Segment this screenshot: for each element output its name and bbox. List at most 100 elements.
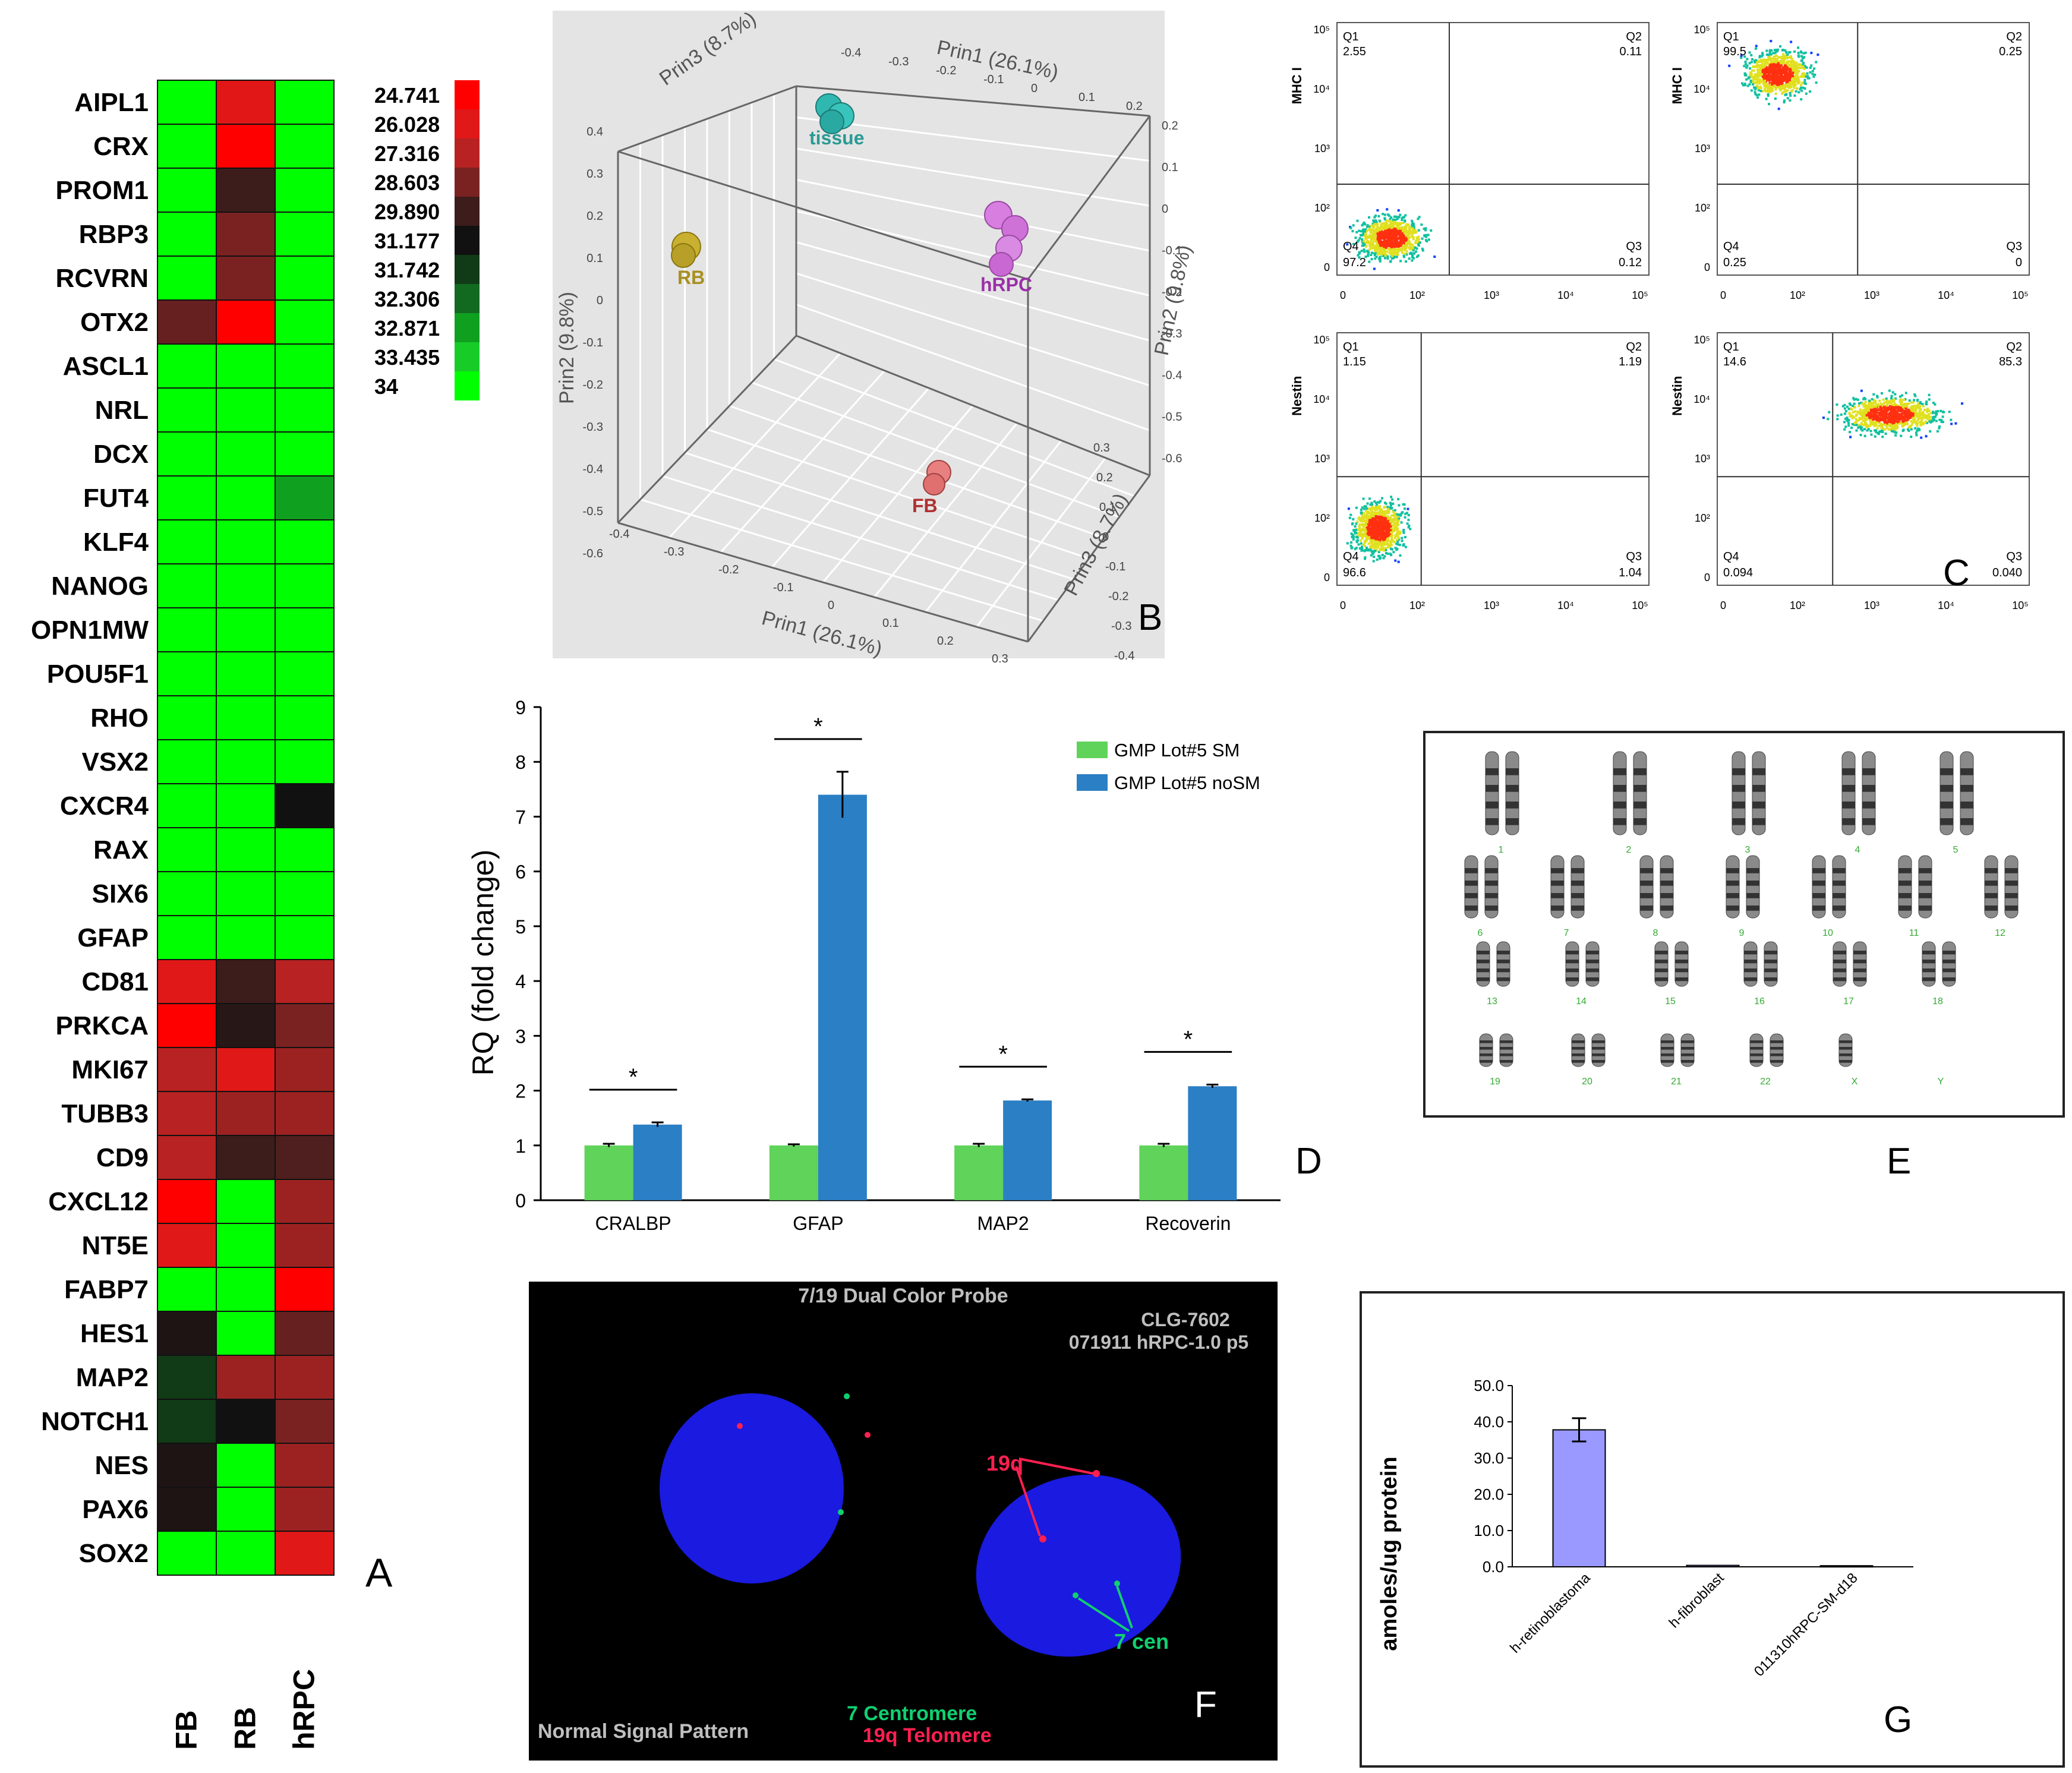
chromosome-band: [1770, 1047, 1783, 1050]
flow-event-dot: [1370, 258, 1373, 261]
flow-event-dot: [1421, 247, 1424, 250]
flow-event-dot: [1379, 220, 1382, 223]
pca-tick-prin3: -0.2: [1108, 590, 1128, 603]
flow-event-dot: [1777, 83, 1780, 86]
flow-event-dot: [1375, 544, 1378, 547]
flow-event-dot: [1370, 253, 1373, 256]
flow-event-dot: [1371, 553, 1374, 556]
flow-event-dot: [1387, 214, 1390, 217]
flow-event-dot: [1370, 225, 1373, 228]
flow-y-tick: 10⁵: [1694, 24, 1710, 36]
flow-event-dot: [1950, 418, 1953, 421]
heatmap-cell: [275, 1047, 335, 1092]
flow-event-dot: [1412, 225, 1415, 228]
flow-event-dot: [1399, 240, 1402, 243]
flow-event-dot: [1360, 518, 1363, 521]
flow-event-dot: [1391, 251, 1394, 254]
flow-event-dot: [1371, 536, 1374, 539]
flow-event-dot: [1401, 219, 1404, 222]
flow-event-dot: [1370, 531, 1373, 534]
chromosome-band: [1485, 893, 1498, 898]
flow-event-dot: [1799, 67, 1802, 70]
flow-event-dot: [1383, 238, 1386, 241]
heatmap-cell: [216, 1135, 276, 1180]
flow-event-dot: [1793, 50, 1796, 53]
flow-event-dot: [1743, 83, 1746, 86]
flow-event-dot: [1857, 405, 1860, 408]
flow-event-dot: [1793, 71, 1796, 74]
pca-label-fb: FB: [912, 495, 938, 516]
flow-event-dot: [1371, 517, 1374, 520]
flow-event-dot: [1884, 432, 1887, 435]
flow-x-tick: 0: [1720, 289, 1726, 301]
flow-event-dot: [1770, 90, 1773, 93]
flow-event-dot: [1357, 535, 1360, 538]
flow-event-dot: [1907, 417, 1910, 420]
flow-event-dot: [1382, 222, 1385, 225]
flow-event-dot: [1874, 401, 1877, 404]
flow-event-dot: [1377, 528, 1380, 531]
flow-event-dot: [1385, 522, 1387, 525]
flow-event-dot: [1371, 535, 1374, 538]
flow-event-dot: [1759, 68, 1762, 71]
flow-event-dot: [1386, 540, 1389, 543]
flow-event-dot: [1384, 547, 1387, 550]
fish-title: 7/19 Dual Color Probe: [798, 1285, 1008, 1307]
flow-event-dot: [1787, 85, 1790, 88]
flow-event-dot: [1397, 519, 1400, 522]
flow-event-dot: [1383, 217, 1386, 220]
flow-event-dot: [1790, 90, 1793, 93]
heatmap-cell: [216, 255, 276, 301]
flow-event-dot: [1874, 413, 1877, 416]
flow-event-dot: [1794, 68, 1797, 71]
flow-event-dot: [1882, 419, 1885, 422]
flow-event-dot: [1358, 229, 1361, 232]
flow-event-dot: [1884, 401, 1887, 404]
flow-event-dot: [1373, 267, 1376, 270]
flow-event-dot: [1374, 505, 1377, 508]
flow-event-dot: [1876, 421, 1879, 424]
pca-tick-left: 0.2: [586, 210, 603, 223]
flow-event-dot: [1912, 410, 1915, 413]
chromosome-band: [1746, 906, 1759, 911]
flow-event-dot: [1954, 422, 1957, 425]
flow-event-dot: [1412, 252, 1415, 255]
flow-event-dot: [1865, 409, 1868, 412]
flow-event-dot: [1408, 524, 1411, 527]
flow-event-dot: [1873, 424, 1876, 427]
chromosome-band: [1922, 951, 1935, 955]
flow-event-dot: [1386, 522, 1389, 525]
pca-box-edge: [617, 85, 797, 153]
flow-event-dot: [1751, 75, 1754, 78]
flow-event-dot: [1780, 73, 1783, 76]
flow-event-dot: [1379, 542, 1382, 545]
fish-label-19q: 19q: [986, 1451, 1023, 1475]
flow-event-dot: [1906, 421, 1909, 424]
flow-event-dot: [1379, 509, 1382, 512]
flow-event-dot: [1375, 528, 1378, 531]
flow-event-dot: [1915, 431, 1918, 434]
flow-event-dot: [1397, 250, 1400, 253]
pca-box-edge: [796, 335, 1150, 477]
chromosome-pair: 10: [1812, 855, 1846, 938]
flow-event-dot: [1783, 99, 1786, 102]
flow-event-dot: [1386, 213, 1389, 216]
flow-event-dot: [1390, 537, 1393, 540]
flow-event-dot: [1793, 80, 1796, 83]
pca-tick-right: -0.5: [1162, 411, 1182, 424]
pca-tick-left: -0.5: [583, 505, 603, 518]
flow-event-dot: [1406, 223, 1409, 226]
flow-event-dot: [1355, 541, 1358, 544]
chromosome-band: [1985, 868, 1998, 873]
flow-event-dot: [1400, 242, 1403, 245]
flow-event-dot: [1364, 557, 1367, 560]
flow-event-dot: [1912, 401, 1915, 404]
flow-event-dot: [1874, 422, 1877, 425]
flow-event-dot: [1938, 418, 1941, 421]
flow-event-dot: [1875, 430, 1878, 433]
heatmap-cell: [216, 651, 276, 696]
flow-event-dot: [1373, 216, 1376, 219]
flow-event-dot: [1389, 260, 1392, 263]
flow-event-dot: [1801, 81, 1804, 84]
flow-event-dot: [1870, 419, 1873, 422]
